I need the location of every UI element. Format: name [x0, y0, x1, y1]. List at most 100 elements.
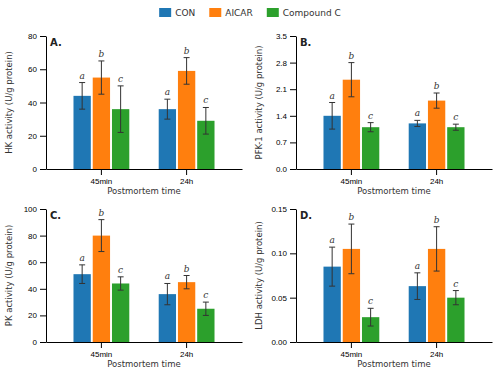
y-axis-line	[46, 210, 47, 343]
significance-label: b	[184, 46, 190, 56]
y-tick-label: 2.1	[276, 85, 288, 94]
x-axis-title: Postmortem time	[107, 186, 181, 196]
legend-item: CON	[159, 8, 195, 18]
y-tick-label: 0.05	[271, 294, 287, 303]
x-tick: 45min	[340, 169, 362, 186]
x-axis-line	[47, 169, 243, 170]
y-tick: 100	[24, 205, 46, 214]
y-tick-label: 80	[28, 232, 37, 241]
y-tick-mark	[290, 89, 296, 90]
bar	[112, 283, 129, 342]
significance-label: c	[453, 279, 458, 289]
bar	[447, 127, 464, 169]
error-bar	[329, 103, 335, 130]
error-bar	[98, 61, 104, 94]
panel-title: C.	[50, 210, 61, 221]
x-axis-title: Postmortem time	[357, 186, 431, 196]
significance-label: c	[453, 112, 458, 122]
x-tick-mark	[436, 342, 437, 348]
series	[73, 265, 176, 342]
series	[323, 247, 426, 342]
y-tick-label: 60	[28, 258, 37, 267]
y-axis: 0 20 40 60 80	[28, 32, 46, 174]
error-bar	[79, 83, 85, 110]
error-bar	[203, 107, 209, 134]
error-bar	[348, 63, 354, 97]
x-tick-label: 45min	[340, 350, 362, 359]
error-bar	[118, 277, 124, 290]
bar	[409, 123, 426, 169]
error-bar	[453, 124, 459, 130]
significance-label: b	[99, 208, 105, 218]
panel: aabbcc02040608010045min24hPostmortem tim…	[4, 205, 243, 369]
y-tick-mark	[40, 169, 46, 170]
series	[93, 58, 196, 169]
series	[323, 103, 426, 170]
y-tick-label: 0.00	[271, 338, 287, 347]
y-tick-label: 80	[28, 32, 37, 41]
error-bar	[164, 99, 170, 119]
legend-swatch	[159, 8, 171, 17]
y-axis-line	[296, 37, 297, 170]
y-tick-mark	[290, 298, 296, 299]
x-axis-line	[47, 342, 243, 343]
x-tick-mark	[186, 169, 187, 175]
x-tick-mark	[351, 342, 352, 348]
y-tick: 0	[33, 338, 46, 347]
error-bar	[453, 291, 459, 305]
y-tick-mark	[290, 342, 296, 343]
y-tick: 0.7	[276, 138, 296, 147]
plot-area	[323, 224, 464, 342]
chart: CONAICARCompound Caabbcc02040608045min24…	[0, 0, 500, 372]
y-tick-mark	[40, 209, 46, 210]
significance-label: b	[99, 49, 105, 59]
y-tick-label: 0	[33, 165, 38, 174]
y-axis-title: HK activity (U/g protein)	[4, 51, 14, 154]
x-tick: 24h	[430, 342, 443, 359]
error-bar	[434, 93, 440, 108]
annotations: aabbcc	[329, 212, 458, 306]
panel-title: D.	[300, 210, 312, 221]
series	[112, 277, 215, 342]
x-tick-label: 24h	[430, 350, 443, 359]
significance-label: c	[118, 74, 123, 84]
annotations: aabbcc	[329, 51, 458, 123]
y-tick-label: 0	[33, 338, 38, 347]
significance-label: a	[329, 91, 334, 101]
legend-item: AICAR	[209, 8, 253, 18]
y-tick: 0.05	[271, 294, 296, 303]
significance-label: a	[329, 235, 334, 245]
legend-swatch	[267, 8, 279, 17]
y-axis: 0.00.71.42.12.83.5	[276, 32, 297, 174]
y-tick-label: 60	[28, 65, 37, 74]
series	[362, 123, 465, 169]
y-axis-line	[46, 37, 47, 170]
plot-area	[323, 63, 464, 169]
panel-title: A.	[50, 37, 62, 48]
x-tick-mark	[351, 169, 352, 175]
y-tick-label: 3.5	[276, 32, 288, 41]
y-tick: 2.1	[276, 85, 296, 94]
panel-title: B.	[300, 37, 311, 48]
legend-label: CON	[175, 8, 195, 18]
series	[93, 220, 196, 342]
series	[343, 224, 446, 342]
y-tick-label: 0.0	[276, 165, 288, 174]
y-axis: 0.000.050.100.15	[271, 205, 296, 347]
error-bar	[98, 220, 104, 252]
annotations: aabbcc	[79, 208, 208, 300]
legend-item: Compound C	[267, 8, 341, 18]
legend-swatch	[209, 8, 221, 17]
legend-label: AICAR	[225, 8, 253, 18]
x-tick-mark	[436, 169, 437, 175]
error-bar	[434, 227, 440, 271]
significance-label: b	[184, 264, 190, 274]
y-tick: 20	[28, 132, 46, 141]
legend: CON AICAR Compound C	[159, 8, 341, 18]
error-bar	[203, 302, 209, 315]
significance-label: c	[203, 95, 208, 105]
y-tick-label: 40	[28, 99, 37, 108]
significance-label: b	[434, 81, 440, 91]
y-tick-mark	[40, 36, 46, 37]
y-tick-mark	[290, 253, 296, 254]
